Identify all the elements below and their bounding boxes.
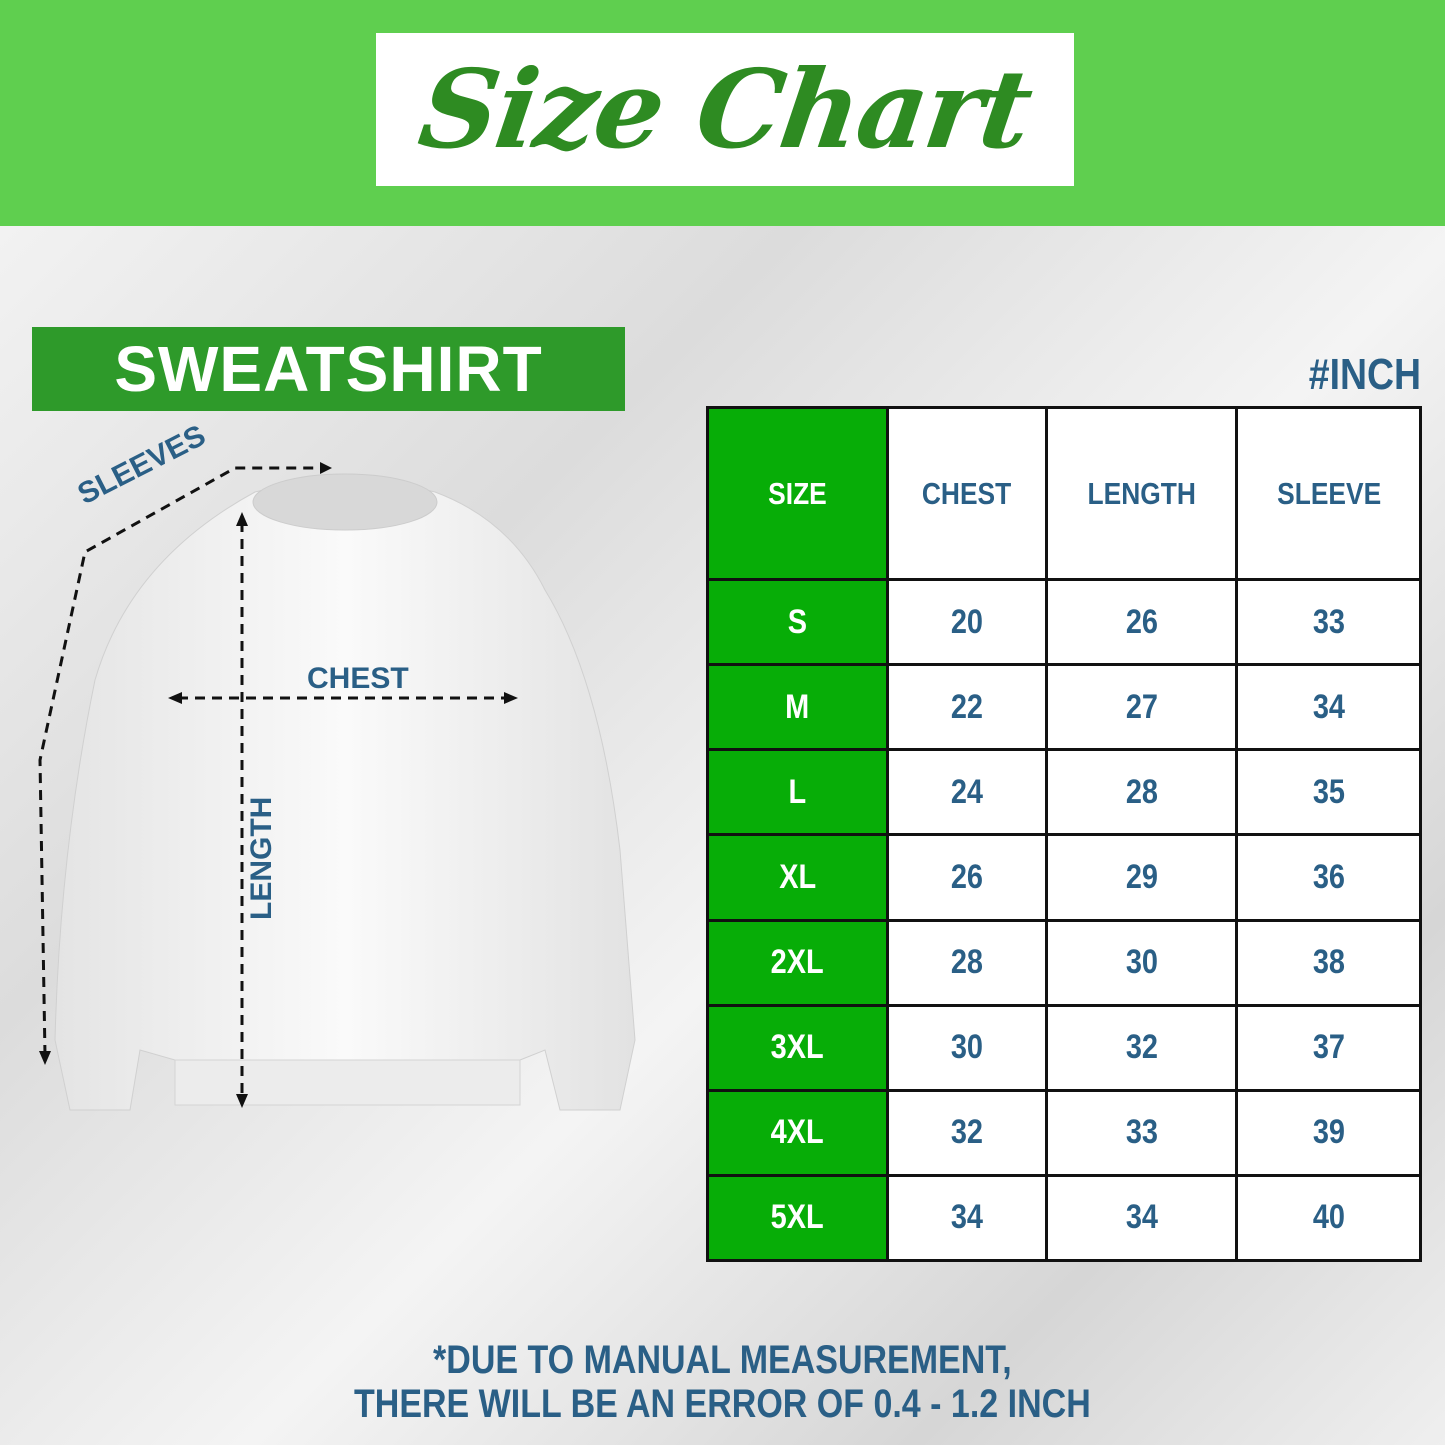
header-banner: Size Chart: [0, 0, 1445, 226]
cell-chest: 30: [886, 1003, 1048, 1092]
cell-sleeve: 37: [1235, 1003, 1422, 1092]
cell-length: 29: [1044, 833, 1239, 922]
table-row: XL 26 29 36: [706, 833, 1422, 922]
cell-size: S: [706, 578, 889, 667]
cell-size: M: [706, 663, 889, 752]
size-table: SIZE CHEST LENGTH SLEEVE S 20 26 33 M 22 27 34 L…: [706, 405, 1422, 1263]
disclaimer-line-1: *DUE TO MANUAL MEASUREMENT,: [433, 1338, 1012, 1382]
cell-length: 33: [1044, 1088, 1239, 1177]
table-header-row: SIZE CHEST LENGTH SLEEVE: [706, 405, 1422, 582]
sweatshirt-image: [38, 462, 636, 1111]
table-row: 3XL 30 32 37: [706, 1003, 1422, 1092]
header-chest: CHEST: [886, 405, 1048, 582]
arrowheads: [39, 462, 518, 1108]
cell-sleeve: 33: [1235, 578, 1422, 667]
length-label: LENGTH: [245, 796, 278, 920]
header-length: LENGTH: [1044, 405, 1239, 582]
cell-size: 2XL: [706, 918, 889, 1007]
cell-size: 5XL: [706, 1173, 889, 1263]
cell-size: 3XL: [706, 1003, 889, 1092]
cell-size: 4XL: [706, 1088, 889, 1177]
cell-length: 34: [1044, 1173, 1239, 1263]
header-sleeve: SLEEVE: [1235, 405, 1422, 582]
cell-sleeve: 36: [1235, 833, 1422, 922]
table-row: M 22 27 34: [706, 663, 1422, 752]
disclaimer-line-2: THERE WILL BE AN ERROR OF 0.4 - 1.2 INCH: [354, 1382, 1091, 1426]
table-row: L 24 28 35: [706, 748, 1422, 837]
cell-chest: 20: [886, 578, 1048, 667]
garment-label: SWEATSHIRT: [32, 327, 625, 411]
cell-chest: 32: [886, 1088, 1048, 1177]
table-row: S 20 26 33: [706, 578, 1422, 667]
cell-chest: 24: [886, 748, 1048, 837]
chest-label: CHEST: [307, 662, 409, 695]
cell-length: 28: [1044, 748, 1239, 837]
cell-chest: 26: [886, 833, 1048, 922]
cell-chest: 28: [886, 918, 1048, 1007]
page-title: Size Chart: [412, 46, 1038, 173]
cell-length: 30: [1044, 918, 1239, 1007]
cell-length: 26: [1044, 578, 1239, 667]
cell-sleeve: 34: [1235, 663, 1422, 752]
cell-length: 32: [1044, 1003, 1239, 1092]
unit-label: #INCH: [1308, 350, 1421, 399]
cell-sleeve: 40: [1235, 1173, 1422, 1263]
title-box: Size Chart: [376, 33, 1074, 186]
table-row: 2XL 28 30 38: [706, 918, 1422, 1007]
cell-sleeve: 39: [1235, 1088, 1422, 1177]
cell-size: L: [706, 748, 889, 837]
cell-sleeve: 38: [1235, 918, 1422, 1007]
header-size: SIZE: [706, 405, 889, 582]
cell-size: XL: [706, 833, 889, 922]
table-row: 4XL 32 33 39: [706, 1088, 1422, 1177]
cell-chest: 22: [886, 663, 1048, 752]
cell-length: 27: [1044, 663, 1239, 752]
cell-sleeve: 35: [1235, 748, 1422, 837]
table-row: 5XL 34 34 40: [706, 1173, 1422, 1263]
cell-chest: 34: [886, 1173, 1048, 1263]
